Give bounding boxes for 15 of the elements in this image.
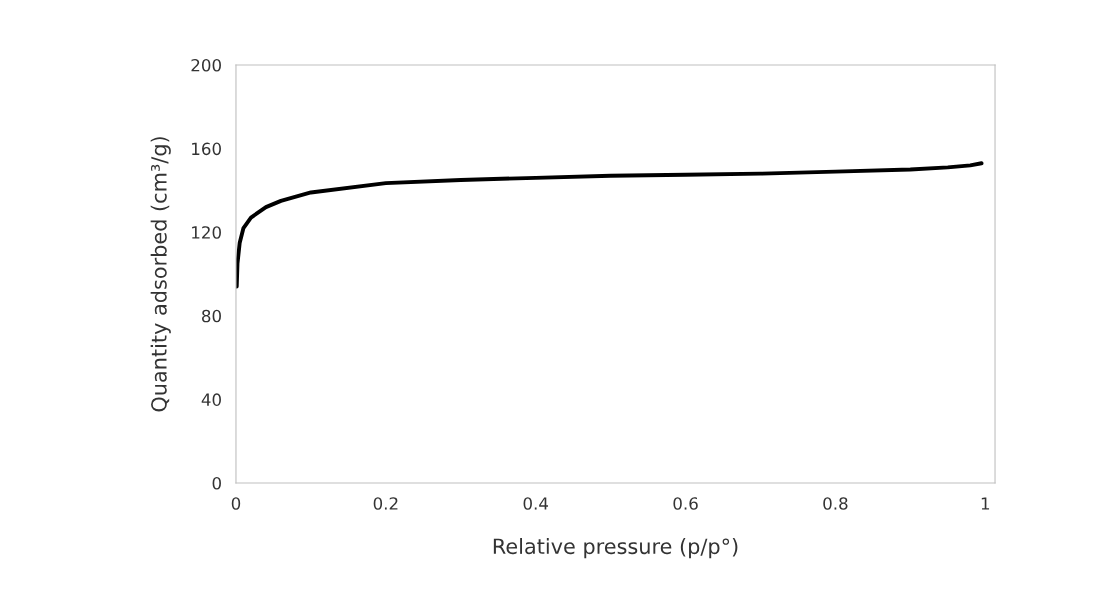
x-tick-label: 0.2 — [373, 497, 398, 510]
y-tick-label: 0 — [212, 476, 221, 490]
y-tick-label: 160 — [192, 142, 221, 156]
x-axis-title: Relative pressure (p/p°) — [493, 538, 738, 559]
x-tick-label: 0 — [231, 497, 241, 510]
y-tick-label: 120 — [192, 226, 221, 239]
y-tick-label: 80 — [202, 309, 221, 323]
x-tick-label: 0.4 — [523, 497, 549, 510]
y-axis-title: Quantity adsorbed (cm³/g) — [150, 137, 171, 412]
line-series — [235, 161, 984, 289]
y-tick-label: 200 — [191, 58, 221, 72]
y-tick-label: 40 — [201, 393, 221, 406]
x-tick-label: 1 — [981, 497, 990, 510]
x-tick-label: 0.6 — [673, 497, 698, 510]
x-tick-label: 0.8 — [823, 497, 848, 510]
